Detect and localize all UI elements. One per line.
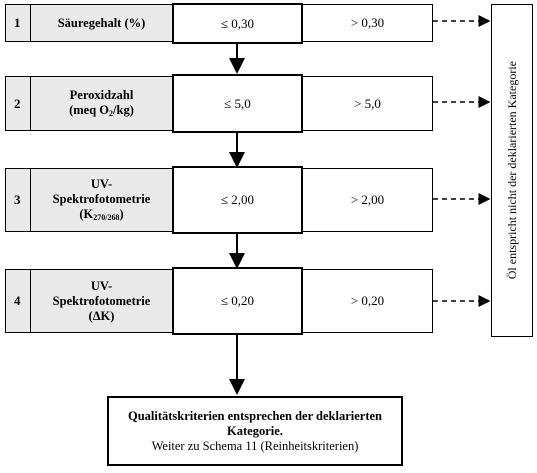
criterion-label-acidity: Säuregehalt (%) [30, 4, 173, 42]
threshold-le-1: ≤ 0,30 [172, 3, 303, 44]
threshold-gt-1: > 0,30 [302, 4, 433, 42]
not-compliant-text: Öl entspricht nicht der deklarierten Kat… [504, 61, 519, 280]
step-number-text: 1 [14, 15, 21, 30]
threshold-gt-text: > 2,00 [350, 192, 385, 207]
label-line: (K270/268) [79, 207, 124, 223]
label-line: Spektrofotometrie [52, 192, 151, 207]
threshold-gt-4: > 0,20 [302, 269, 433, 333]
threshold-le-2: ≤ 5,0 [172, 74, 303, 133]
final-line-2: Kategorie. [227, 423, 283, 438]
final-line-1: Qualitätskriterien entsprechen der dekla… [127, 408, 383, 423]
label-line: Peroxidzahl [69, 88, 134, 103]
threshold-le-4: ≤ 0,20 [172, 267, 303, 335]
label-line: UV- [90, 278, 113, 293]
not-compliant-box: Öl entspricht nicht der deklarierten Kat… [491, 4, 533, 337]
threshold-gt-2: > 5,0 [302, 76, 433, 131]
criterion-label-uv-k270: UV- Spektrofotometrie (K270/268) [30, 168, 173, 232]
label-line: (meq O2/kg) [69, 103, 134, 119]
label-line: UV- [90, 177, 113, 192]
threshold-gt-text: > 5,0 [354, 95, 381, 111]
threshold-le-3: ≤ 2,00 [172, 166, 303, 234]
threshold-le-text: ≤ 2,00 [220, 192, 255, 207]
step-number-text: 4 [14, 293, 21, 308]
label-line: Säuregehalt (%) [57, 15, 146, 30]
step-number-1: 1 [5, 4, 31, 42]
label-line: (ΔK) [88, 308, 115, 323]
step-number-2: 2 [5, 76, 31, 131]
final-result-box: Qualitätskriterien entsprechen der dekla… [107, 396, 403, 466]
label-line: Spektrofotometrie [52, 293, 151, 308]
criterion-label-uv-deltak: UV- Spektrofotometrie (ΔK) [30, 269, 173, 333]
criterion-label-peroxide: Peroxidzahl (meq O2/kg) [30, 76, 173, 131]
step-number-3: 3 [5, 168, 31, 232]
step-number-text: 2 [14, 95, 21, 111]
threshold-le-text: ≤ 0,30 [220, 15, 255, 31]
threshold-gt-text: > 0,30 [350, 15, 385, 30]
step-number-4: 4 [5, 269, 31, 333]
threshold-gt-text: > 0,20 [350, 293, 385, 308]
step-number-text: 3 [14, 192, 21, 207]
threshold-le-text: ≤ 0,20 [220, 293, 255, 308]
threshold-le-text: ≤ 5,0 [224, 95, 251, 111]
threshold-gt-3: > 2,00 [302, 168, 433, 232]
final-line-3: Weiter zu Schema 11 (Reinheitskriterien) [151, 438, 359, 453]
